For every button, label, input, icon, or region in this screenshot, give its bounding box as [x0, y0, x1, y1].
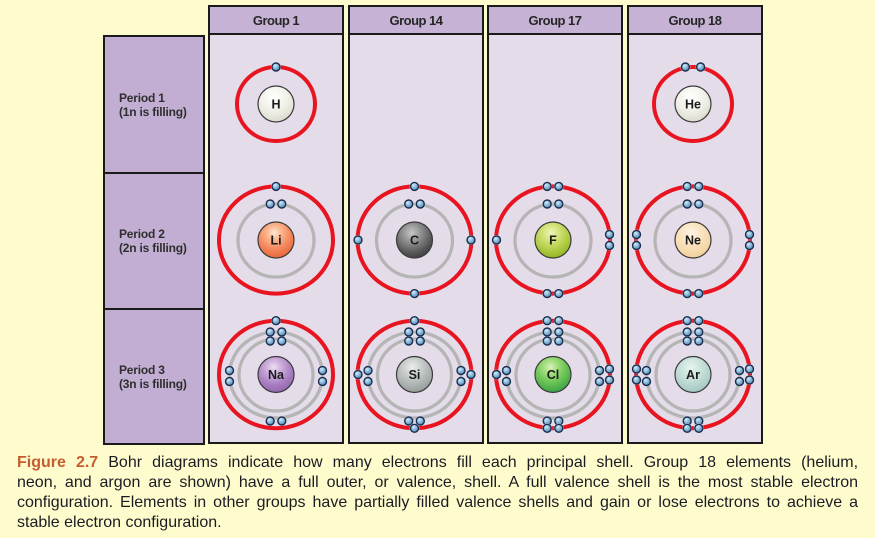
svg-text:Li: Li [270, 233, 281, 247]
svg-text:He: He [685, 97, 701, 111]
svg-text:F: F [549, 233, 557, 247]
svg-text:H: H [271, 97, 280, 111]
svg-text:C: C [410, 233, 419, 247]
svg-text:Si: Si [409, 368, 421, 382]
svg-text:Cl: Cl [547, 368, 560, 382]
svg-text:Ar: Ar [686, 368, 700, 382]
svg-text:Ne: Ne [685, 233, 701, 247]
svg-text:Na: Na [268, 368, 285, 382]
